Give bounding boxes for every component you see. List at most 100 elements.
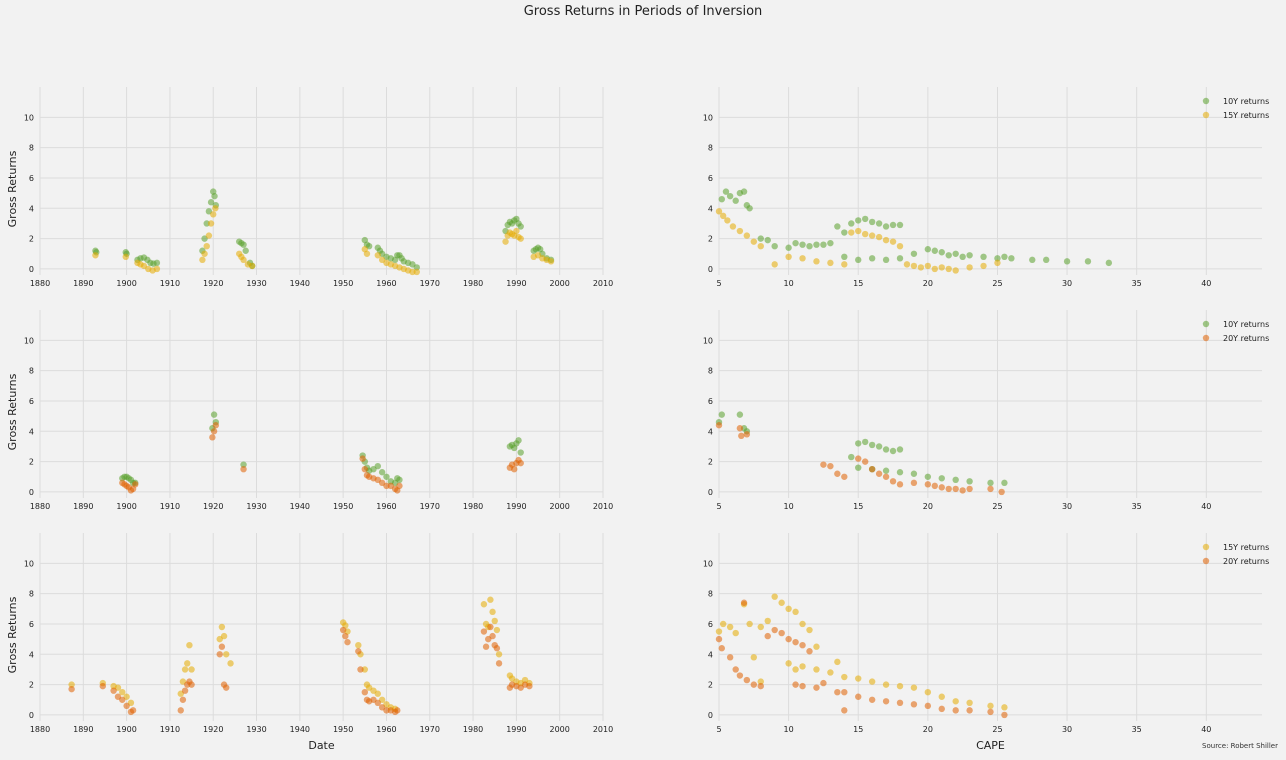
data-point — [210, 211, 217, 218]
data-point — [242, 247, 249, 254]
data-point — [959, 487, 966, 494]
data-point — [757, 623, 764, 631]
data-point — [715, 208, 723, 215]
x-tick-label: 15 — [853, 725, 863, 734]
x-tick-label: 1890 — [73, 502, 93, 511]
legend-label: 20Y returns — [1223, 334, 1269, 343]
data-point — [966, 485, 973, 493]
data-point — [882, 681, 890, 688]
x-tick-label: 30 — [1062, 502, 1072, 511]
data-point — [1105, 259, 1113, 267]
y-tick-label: 4 — [29, 650, 34, 659]
data-point — [841, 473, 848, 480]
x-tick-label: 5 — [716, 725, 721, 734]
data-point — [938, 484, 945, 491]
y-tick-label: 2 — [708, 681, 713, 690]
data-point — [771, 261, 778, 268]
data-point — [207, 220, 215, 227]
data-point — [220, 632, 228, 640]
data-point — [746, 205, 753, 212]
legend-marker — [1202, 97, 1210, 105]
data-point — [1001, 704, 1008, 711]
data-point — [841, 261, 848, 268]
data-point — [129, 707, 137, 714]
x-tick-label: 25 — [992, 502, 1002, 511]
data-point — [181, 687, 189, 694]
data-point — [517, 459, 524, 467]
data-point — [980, 253, 987, 261]
data-point — [868, 678, 876, 685]
x-tick-label: 25 — [992, 279, 1002, 288]
x-tick-label: 10 — [784, 279, 794, 288]
data-point — [841, 673, 848, 681]
data-point — [1029, 256, 1036, 264]
data-point — [910, 684, 918, 691]
data-point — [834, 658, 841, 666]
x-tick-label: 35 — [1132, 725, 1142, 734]
data-point — [487, 596, 494, 603]
x-tick-label: 1970 — [420, 502, 440, 511]
x-tick-label: 1970 — [420, 725, 440, 734]
data-point — [240, 241, 247, 248]
data-point — [736, 411, 744, 418]
data-point — [740, 599, 748, 606]
data-point — [383, 473, 390, 480]
data-point — [910, 479, 918, 487]
data-point — [813, 684, 820, 691]
data-point — [726, 623, 734, 631]
data-point — [715, 422, 723, 429]
data-point — [855, 440, 862, 447]
data-point — [188, 681, 195, 688]
data-point — [952, 476, 959, 484]
data-point — [868, 465, 876, 473]
data-point — [99, 682, 106, 690]
data-point — [959, 253, 966, 261]
data-point — [771, 626, 778, 634]
x-tick-label: 1940 — [290, 725, 310, 734]
x-tick-label: 1900 — [116, 502, 136, 511]
data-point — [212, 205, 219, 212]
y-tick-label: 0 — [29, 711, 34, 720]
data-point — [938, 693, 945, 700]
x-tick-label: 20 — [923, 725, 933, 734]
x-tick-label: 1980 — [463, 279, 483, 288]
y-tick-label: 0 — [708, 265, 713, 274]
data-point — [868, 255, 876, 262]
y-tick-label: 10 — [703, 113, 713, 122]
data-point — [210, 428, 218, 435]
data-point — [342, 632, 349, 640]
x-tick-label: 35 — [1132, 279, 1142, 288]
data-point — [489, 608, 496, 616]
x-tick-label: 1890 — [73, 725, 93, 734]
data-point — [480, 628, 488, 635]
x-tick-label: 15 — [853, 502, 863, 511]
x-tick-label: 1950 — [333, 725, 353, 734]
y-axis-title: Gross Returns — [6, 373, 19, 450]
data-point — [526, 682, 533, 690]
data-point — [834, 688, 841, 696]
x-tick-label: 1970 — [420, 279, 440, 288]
data-point — [778, 629, 785, 637]
y-tick-label: 8 — [708, 367, 713, 376]
data-point — [952, 707, 959, 714]
data-point — [896, 682, 904, 690]
data-point — [339, 626, 347, 634]
data-point — [344, 638, 351, 646]
data-point — [355, 641, 362, 649]
y-tick-label: 6 — [29, 620, 34, 629]
data-point — [517, 449, 524, 456]
data-point — [924, 688, 932, 696]
data-point — [855, 455, 862, 462]
data-point — [718, 411, 725, 418]
data-point — [732, 666, 739, 673]
data-point — [827, 669, 834, 676]
data-point — [896, 255, 904, 262]
data-point — [820, 461, 827, 468]
x-axis-title: Date — [308, 739, 335, 752]
data-point — [875, 233, 883, 241]
data-point — [861, 438, 869, 446]
y-tick-label: 10 — [24, 113, 34, 122]
data-point — [396, 476, 403, 484]
data-point — [487, 623, 494, 631]
data-point — [952, 250, 959, 257]
